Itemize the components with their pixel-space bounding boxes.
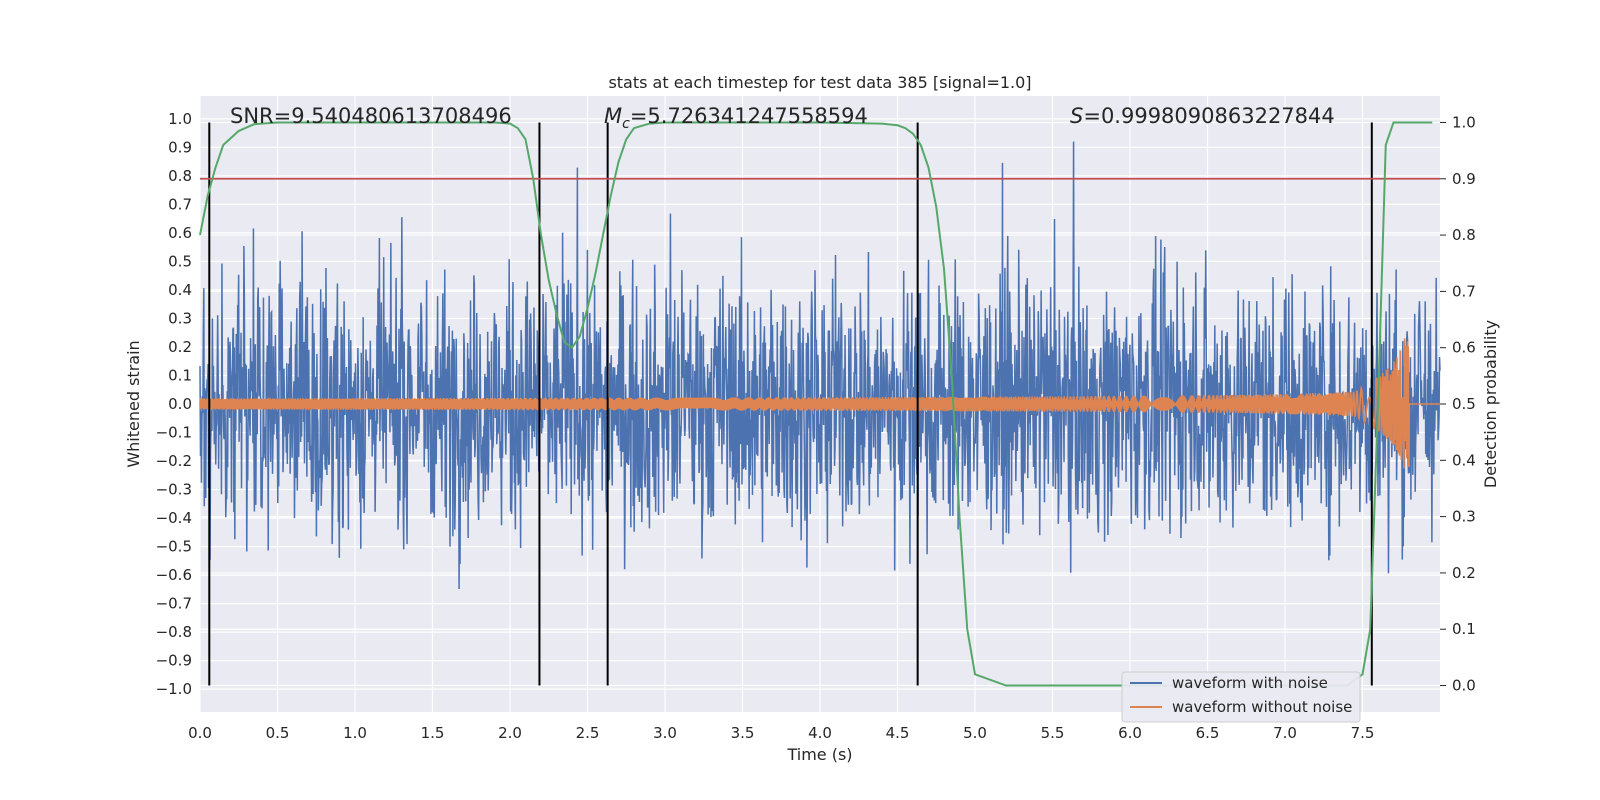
x-tick-label: 5.0: [963, 724, 987, 742]
y2-tick-label: 0.1: [1452, 620, 1476, 638]
x-tick-label: 2.5: [576, 724, 600, 742]
legend-label-clean: waveform without noise: [1172, 698, 1352, 716]
y-tick-label: 0.7: [168, 195, 192, 213]
y2-tick-label: 0.3: [1452, 508, 1476, 526]
series-waveform-without-noise: [199, 338, 1440, 469]
x-tick-label: 0.0: [188, 724, 212, 742]
x-tick-label: 2.0: [498, 724, 522, 742]
x-tick-label: 7.5: [1351, 724, 1375, 742]
y2-tick-label: 0.7: [1452, 282, 1476, 300]
x-tick-label: 5.5: [1041, 724, 1065, 742]
x-tick-label: 3.5: [731, 724, 755, 742]
y-tick-label: −0.8: [156, 623, 192, 641]
series-waveform-with-noise: [199, 141, 1441, 590]
x-tick-label: 4.5: [886, 724, 910, 742]
clean-waveform-line: [199, 338, 1440, 469]
y2-tick-label: 0.0: [1452, 677, 1476, 695]
y-tick-label: −0.3: [156, 481, 192, 499]
y-tick-label: 0.4: [168, 281, 192, 299]
noise-waveform-line: [199, 141, 1441, 590]
x-tick-label: 6.5: [1196, 724, 1220, 742]
y2-tick-label: 0.2: [1452, 564, 1476, 582]
x-tick-label: 1.5: [421, 724, 445, 742]
legend-label-noise: waveform with noise: [1172, 674, 1328, 692]
x-axis-label: Time (s): [786, 745, 852, 764]
snr-annotation: SNR=9.540480613708496: [230, 104, 512, 128]
y-tick-label: 0.2: [168, 338, 192, 356]
event-vlines: [208, 122, 1373, 686]
y-tick-label: −0.5: [156, 538, 192, 556]
y-tick-label: 0.0: [168, 395, 192, 413]
x-tick-label: 3.0: [653, 724, 677, 742]
y-tick-label: −1.0: [156, 680, 192, 698]
y2-tick-label: 0.4: [1452, 451, 1476, 469]
y-tick-label: −0.6: [156, 566, 192, 584]
y-tick-label: −0.1: [156, 424, 192, 442]
y-tick-label: 0.9: [168, 138, 192, 156]
y-tick-label: 1.0: [168, 110, 192, 128]
y-tick-label: −0.4: [156, 509, 192, 527]
x-tick-label: 7.0: [1273, 724, 1297, 742]
chart-title: stats at each timestep for test data 385…: [608, 73, 1031, 92]
y-axis-label: Whitened strain: [124, 340, 143, 467]
y-tick-label: 0.6: [168, 224, 192, 242]
y-tick-label: −0.7: [156, 595, 192, 613]
y-tick-label: −0.9: [156, 652, 192, 670]
x-tick-label: 1.0: [343, 724, 367, 742]
y2-tick-label: 0.5: [1452, 395, 1476, 413]
y2-tick-label: 0.9: [1452, 170, 1476, 188]
x-tick-label: 6.0: [1118, 724, 1142, 742]
x-tick-label: 0.5: [266, 724, 290, 742]
chirp-mass-annotation: Mc=5.726341247558594: [604, 104, 868, 132]
y-tick-label: 0.5: [168, 252, 192, 270]
y-tick-label: 0.8: [168, 167, 192, 185]
score-annotation: S=0.9998090863227844: [1070, 104, 1335, 128]
legend-box: [1121, 671, 1361, 723]
y2-axis-label: Detection probability: [1481, 320, 1500, 488]
y-tick-label: 0.1: [168, 366, 192, 384]
axes: 0.0 0.5 1.0 1.5 2.0 2.5 3.0 3.5 4.0 4.5 5.0 5.5 6.0 6…: [156, 110, 1476, 742]
y-tick-label: −0.2: [156, 452, 192, 470]
y2-tick-label: 0.8: [1452, 226, 1476, 244]
y2-tick-label: 0.6: [1452, 339, 1476, 357]
y2-tick-label: 1.0: [1452, 113, 1476, 131]
y-tick-label: 0.3: [168, 309, 192, 327]
x-tick-label: 4.0: [808, 724, 832, 742]
legend: waveform with noise waveform without noi…: [1121, 671, 1361, 723]
